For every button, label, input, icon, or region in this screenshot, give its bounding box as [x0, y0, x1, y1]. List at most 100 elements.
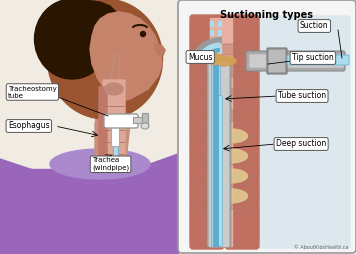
Bar — [210, 84, 213, 89]
Bar — [142, 113, 148, 127]
FancyBboxPatch shape — [236, 16, 350, 248]
Ellipse shape — [208, 54, 222, 62]
FancyBboxPatch shape — [269, 51, 284, 71]
FancyBboxPatch shape — [249, 54, 344, 68]
Bar — [218, 228, 221, 233]
Bar — [218, 93, 221, 98]
Bar — [210, 102, 213, 107]
Bar — [210, 165, 213, 170]
Bar — [218, 111, 221, 116]
Ellipse shape — [58, 35, 72, 53]
FancyBboxPatch shape — [287, 55, 349, 65]
Text: Esophagus: Esophagus — [8, 121, 49, 131]
Ellipse shape — [105, 83, 123, 95]
FancyBboxPatch shape — [178, 0, 356, 253]
Bar — [218, 156, 221, 161]
Bar — [210, 228, 213, 233]
Text: Deep suction: Deep suction — [276, 139, 326, 149]
Ellipse shape — [135, 67, 155, 81]
FancyBboxPatch shape — [267, 48, 287, 74]
FancyBboxPatch shape — [212, 66, 220, 246]
Ellipse shape — [63, 38, 71, 50]
Text: Tracheostomy
tube: Tracheostomy tube — [8, 86, 57, 99]
FancyBboxPatch shape — [192, 66, 257, 77]
Bar — [218, 165, 221, 170]
Bar — [210, 129, 213, 134]
Text: Tube suction: Tube suction — [278, 91, 326, 101]
Bar — [218, 57, 221, 62]
FancyBboxPatch shape — [103, 80, 125, 170]
FancyBboxPatch shape — [192, 154, 257, 165]
Bar — [210, 120, 213, 125]
Bar — [218, 210, 221, 215]
Bar — [210, 237, 213, 242]
Ellipse shape — [35, 0, 110, 79]
Ellipse shape — [141, 31, 146, 37]
Polygon shape — [50, 0, 125, 46]
Bar — [210, 183, 213, 188]
Ellipse shape — [50, 149, 150, 179]
Ellipse shape — [213, 129, 247, 143]
Polygon shape — [90, 12, 162, 104]
Bar — [218, 237, 221, 242]
FancyBboxPatch shape — [99, 87, 107, 167]
Bar — [210, 210, 213, 215]
Bar — [218, 120, 221, 125]
Bar — [210, 147, 213, 152]
Bar — [218, 147, 221, 152]
Bar — [210, 75, 213, 80]
Ellipse shape — [213, 189, 247, 203]
Ellipse shape — [145, 59, 159, 65]
Ellipse shape — [141, 123, 149, 129]
Bar — [210, 174, 213, 179]
Ellipse shape — [213, 169, 247, 183]
Ellipse shape — [208, 56, 236, 66]
Bar — [210, 138, 213, 143]
Bar — [218, 183, 221, 188]
Bar — [218, 84, 221, 89]
Bar — [210, 156, 213, 161]
Text: Mucus: Mucus — [188, 53, 213, 61]
FancyBboxPatch shape — [192, 176, 257, 187]
Text: Trachea
(windpipe): Trachea (windpipe) — [92, 157, 129, 171]
Polygon shape — [0, 154, 178, 254]
FancyBboxPatch shape — [225, 15, 259, 249]
Polygon shape — [155, 44, 165, 55]
Text: © AboutKidsHealth.ca: © AboutKidsHealth.ca — [294, 245, 349, 250]
Bar — [218, 201, 221, 206]
Polygon shape — [155, 44, 165, 55]
FancyBboxPatch shape — [192, 44, 257, 55]
Ellipse shape — [213, 149, 247, 163]
Bar — [218, 66, 221, 71]
FancyBboxPatch shape — [217, 96, 222, 246]
Text: Tip suction: Tip suction — [292, 54, 334, 62]
Bar — [210, 48, 213, 53]
Bar — [218, 21, 221, 26]
Text: Suctioning types: Suctioning types — [220, 10, 314, 20]
Bar — [0, 0, 178, 254]
Bar — [210, 201, 213, 206]
Ellipse shape — [134, 31, 146, 37]
FancyBboxPatch shape — [214, 66, 218, 246]
Polygon shape — [95, 84, 130, 169]
Bar — [210, 93, 213, 98]
FancyBboxPatch shape — [190, 15, 224, 249]
Bar — [111, 122, 119, 146]
Bar — [210, 111, 213, 116]
Bar — [210, 219, 213, 224]
Bar — [218, 138, 221, 143]
Bar — [218, 48, 221, 53]
FancyBboxPatch shape — [207, 60, 231, 247]
Text: Suction: Suction — [300, 22, 329, 30]
FancyBboxPatch shape — [104, 114, 138, 128]
Bar — [210, 192, 213, 197]
Bar — [210, 57, 213, 62]
Bar — [133, 117, 145, 123]
Bar — [218, 102, 221, 107]
Bar — [210, 66, 213, 71]
FancyBboxPatch shape — [192, 198, 257, 209]
Bar — [218, 219, 221, 224]
FancyBboxPatch shape — [114, 119, 118, 169]
Bar — [210, 30, 213, 35]
Bar — [218, 192, 221, 197]
